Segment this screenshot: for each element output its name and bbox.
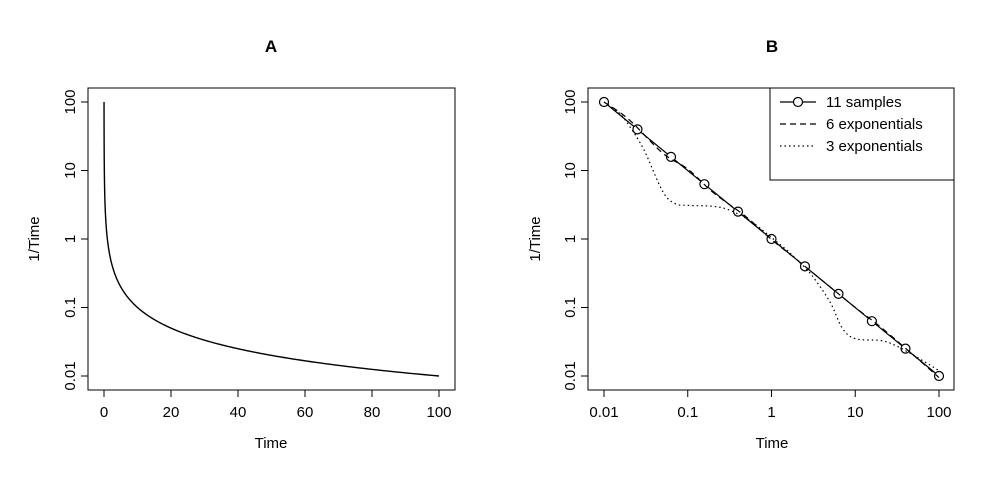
panel-b-sample-point — [632, 124, 643, 135]
panel-b-y-tick-label: 1 — [562, 235, 579, 243]
panel-b-x-tick-label: 100 — [926, 404, 951, 421]
panel-a-x-label: Time — [255, 435, 288, 452]
panel-a-y-tick-label: 0.1 — [62, 297, 79, 318]
panel-a-series-line — [103, 102, 440, 377]
panel-b-y-tick-label: 0.01 — [562, 361, 579, 390]
panel-a-x-tick-label: 40 — [230, 404, 247, 421]
legend-label-2: 6 exponentials — [826, 116, 923, 133]
panel-b-series — [598, 96, 945, 382]
panel-b: B 0.01 0.1 1 10 100 0.01 0.1 1 10 100 Time 1/Tim… — [527, 37, 955, 452]
panel-a-title: A — [265, 37, 277, 56]
panel-b-sample-point — [732, 206, 744, 217]
panel-a-y-tick-label: 0.01 — [62, 361, 79, 390]
legend-label-3: 3 exponentials — [826, 138, 923, 155]
panel-a-y-tick-label: 10 — [62, 162, 79, 179]
panel-a: A 0 20 40 60 80 100 0.01 0.1 1 10 100 Time 1/Time — [26, 37, 456, 452]
panel-a-x-tick-label: 60 — [297, 404, 314, 421]
panel-b-y-tick-label: 10 — [562, 162, 579, 179]
panel-b-x-tick-label: 10 — [847, 404, 864, 421]
panel-b-x-tick-label: 0.01 — [589, 404, 618, 421]
panel-a-x-tick-label: 80 — [364, 404, 381, 421]
panel-a-y-tick-label: 100 — [62, 89, 79, 114]
panel-b-x-axis: 0.01 0.1 1 10 100 — [589, 390, 952, 421]
panel-a-x-tick-label: 20 — [163, 404, 180, 421]
panel-b-y-axis: 0.01 0.1 1 10 100 — [562, 89, 588, 391]
panel-a-y-axis: 0.01 0.1 1 10 100 — [62, 89, 88, 391]
panel-a-y-tick-label: 1 — [62, 235, 79, 243]
panel-b-x-tick-label: 1 — [767, 404, 775, 421]
panel-a-plot-box — [87, 87, 456, 391]
panel-a-x-tick-label: 100 — [426, 404, 451, 421]
panel-b-y-tick-label: 100 — [562, 89, 579, 114]
legend-label-1: 11 samples — [826, 94, 902, 111]
panel-b-legend: 11 samples 6 exponentials 3 exponentials — [769, 87, 955, 181]
panel-b-x-tick-label: 0.1 — [677, 404, 698, 421]
panel-a-series — [103, 102, 440, 377]
panel-a-x-axis: 0 20 40 60 80 100 — [100, 390, 452, 421]
legend-marker — [792, 96, 804, 108]
panel-b-series-line-3 — [603, 101, 940, 372]
panel-a-x-tick-label: 0 — [100, 404, 108, 421]
panel-a-y-label: 1/Time — [26, 216, 43, 261]
panel-b-y-tick-label: 0.1 — [562, 297, 579, 318]
panel-b-title: B — [766, 37, 778, 56]
panel-b-sample-point — [933, 370, 945, 382]
panel-b-y-label: 1/Time — [527, 216, 544, 261]
panel-b-x-label: Time — [756, 435, 789, 452]
panel-b-sample-point — [665, 151, 677, 162]
